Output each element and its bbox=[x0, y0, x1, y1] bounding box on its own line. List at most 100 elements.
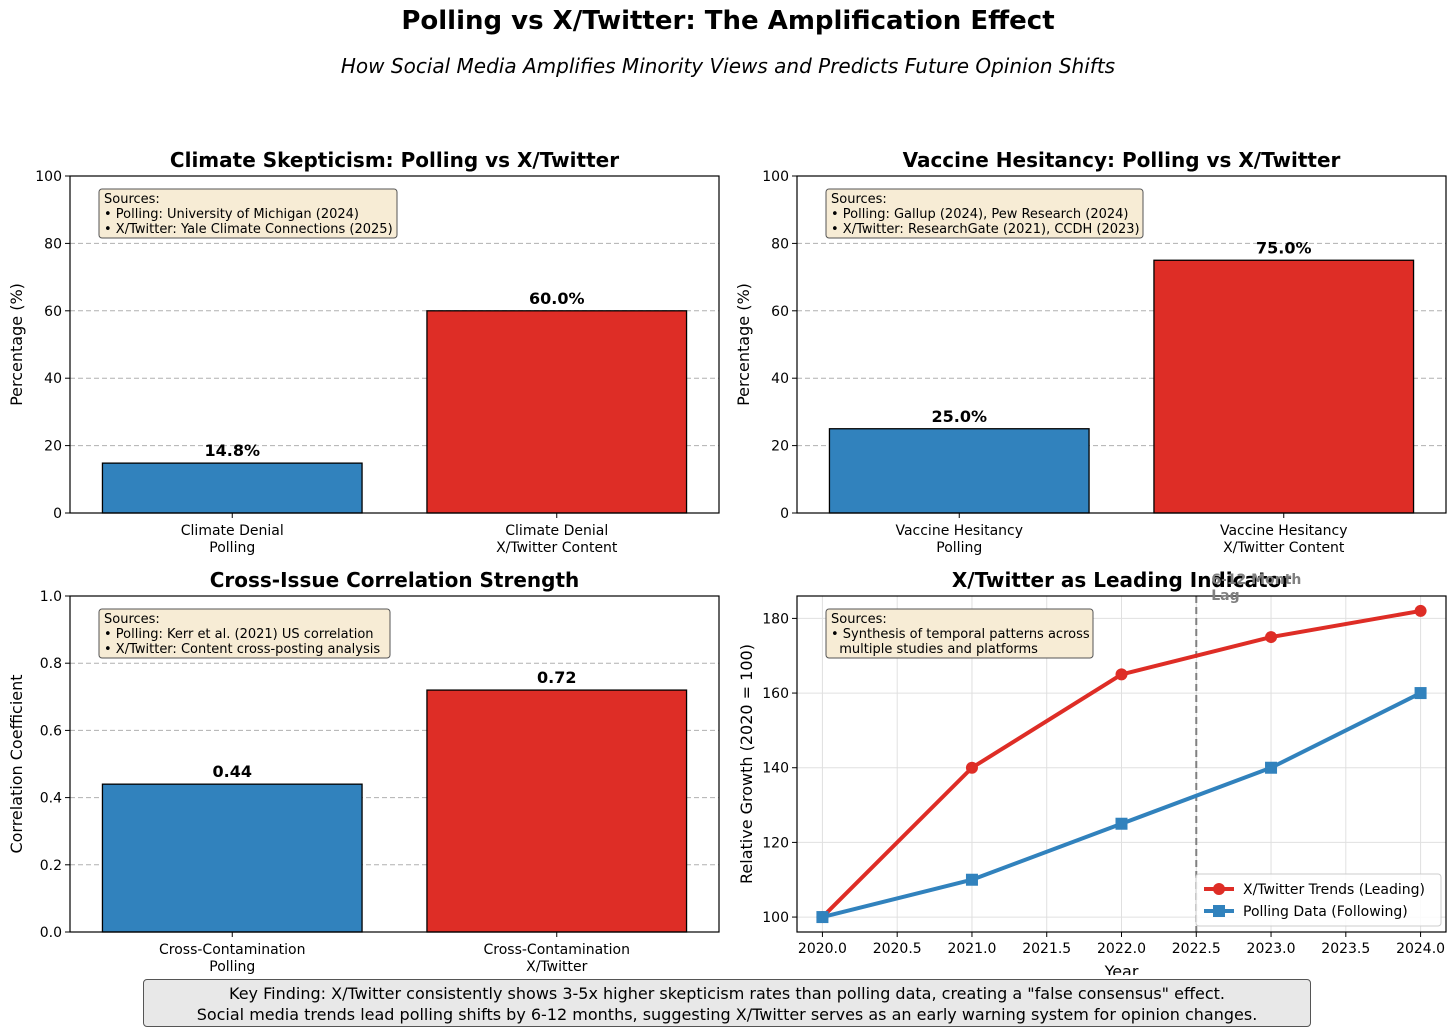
sources-box-line: • X/Twitter: ResearchGate (2021), CCDH (… bbox=[831, 222, 1140, 237]
x-tick-label: X/Twitter Content bbox=[496, 540, 618, 556]
key-finding-box: Key Finding: X/Twitter consistently show… bbox=[143, 979, 1311, 1027]
bar-polling bbox=[101, 462, 363, 514]
y-tick-label: 80 bbox=[771, 236, 789, 252]
y-axis-label: Correlation Coefficient bbox=[7, 674, 26, 853]
sources-box-frame bbox=[98, 608, 391, 659]
sources-box-line: Sources: bbox=[104, 192, 160, 207]
chart-title: Climate Skepticism: Polling vs X/Twitter bbox=[170, 148, 619, 172]
plot-frame bbox=[796, 175, 1447, 514]
y-tick-label: 60 bbox=[771, 304, 789, 320]
y-tick-label: 60 bbox=[44, 304, 62, 320]
legend-label: Polling Data (Following) bbox=[1243, 904, 1408, 920]
x-tick-label: X/Twitter Content bbox=[1223, 540, 1345, 556]
data-point bbox=[1115, 817, 1128, 830]
page-title: Polling vs X/Twitter: The Amplification … bbox=[401, 6, 1055, 36]
chart-panel-3: 0.0 0.2 0.4 0.6 0.8 1.0 0.44 Cross-Contaminatio… bbox=[7, 568, 720, 975]
y-tick-label: 120 bbox=[762, 835, 789, 851]
y-tick-label: 180 bbox=[762, 611, 789, 627]
key-finding-line-1: Key Finding: X/Twitter consistently show… bbox=[229, 984, 1225, 1003]
x-tick-label: Climate Denial bbox=[505, 523, 608, 539]
data-point bbox=[1414, 687, 1427, 700]
y-tick-label: 0.0 bbox=[40, 925, 62, 941]
key-finding-line-2: Social media trends lead polling shifts … bbox=[196, 1005, 1258, 1024]
x-axis-label: Year bbox=[1104, 962, 1139, 975]
x-tick-label: X/Twitter bbox=[526, 959, 587, 975]
chart-panel-4: 2020.0 2020.5 2021.0 2021.5 2022.0 2022.5 2023… bbox=[737, 568, 1447, 975]
x-tick-label: 2023.5 bbox=[1321, 941, 1370, 957]
y-tick-label: 80 bbox=[44, 236, 62, 252]
x-tick-label: 2024.0 bbox=[1396, 941, 1445, 957]
sources-box-line: • X/Twitter: Content cross-posting analy… bbox=[104, 642, 380, 657]
sources-box-frame bbox=[825, 188, 1144, 239]
y-tick-label: 0.2 bbox=[40, 858, 62, 874]
y-tick-label: 0.4 bbox=[40, 791, 62, 807]
sources-box-line: • Polling: Gallup (2024), Pew Research (… bbox=[831, 207, 1128, 222]
x-tick-label: Cross-Contamination bbox=[483, 942, 630, 958]
data-point bbox=[965, 761, 978, 774]
sources-box-line: multiple studies and platforms bbox=[831, 642, 1038, 657]
y-tick-label: 100 bbox=[762, 910, 789, 926]
bar-twitter bbox=[426, 689, 688, 933]
y-tick-label: 20 bbox=[771, 439, 789, 455]
x-tick-label: 2022.5 bbox=[1172, 941, 1221, 957]
data-point bbox=[816, 911, 829, 924]
chart-title: X/Twitter as Leading Indicator bbox=[952, 568, 1291, 592]
sources-box-line: Sources: bbox=[831, 612, 887, 627]
legend-label: X/Twitter Trends (Leading) bbox=[1243, 882, 1425, 898]
x-tick-label: Polling bbox=[936, 540, 982, 556]
y-tick-label: 40 bbox=[771, 371, 789, 387]
y-axis-label: Percentage (%) bbox=[7, 283, 26, 406]
y-tick-label: 0.8 bbox=[40, 656, 62, 672]
x-tick-label: 2021.0 bbox=[947, 941, 996, 957]
sources-box-line: • Polling: University of Michigan (2024) bbox=[104, 207, 359, 222]
legend-marker bbox=[1213, 905, 1225, 917]
bar-value-label: 75.0% bbox=[1256, 238, 1312, 257]
bar-twitter bbox=[426, 310, 688, 514]
sources-box-frame bbox=[825, 608, 1094, 659]
data-point bbox=[1265, 761, 1278, 774]
sources-box-line: Sources: bbox=[831, 192, 887, 207]
sources-box-line: Sources: bbox=[104, 612, 160, 627]
x-tick-label: 2023.0 bbox=[1247, 941, 1296, 957]
data-point bbox=[965, 873, 978, 886]
chart-title: Vaccine Hesitancy: Polling vs X/Twitter bbox=[903, 148, 1341, 172]
bar-polling bbox=[101, 783, 363, 933]
y-tick-label: 100 bbox=[762, 169, 789, 185]
bar-polling bbox=[828, 428, 1090, 514]
chart-title: Cross-Issue Correlation Strength bbox=[210, 568, 580, 592]
y-axis-label: Percentage (%) bbox=[734, 283, 753, 406]
x-tick-label: Polling bbox=[209, 540, 255, 556]
y-tick-label: 40 bbox=[44, 371, 62, 387]
x-tick-label: Vaccine Hesitancy bbox=[895, 523, 1023, 539]
bar-value-label: 25.0% bbox=[931, 407, 987, 426]
y-tick-label: 1.0 bbox=[40, 589, 62, 605]
bar-value-label: 14.8% bbox=[204, 441, 260, 460]
data-point bbox=[1115, 668, 1128, 681]
legend-box bbox=[1195, 873, 1442, 927]
y-tick-label: 140 bbox=[762, 761, 789, 777]
page-subtitle: How Social Media Amplifies Minority View… bbox=[340, 54, 1116, 78]
sources-box-frame bbox=[98, 188, 398, 239]
x-tick-label: 2020.5 bbox=[873, 941, 922, 957]
legend-marker bbox=[1213, 883, 1225, 895]
bar-value-label: 0.44 bbox=[213, 762, 252, 781]
x-tick-label: Cross-Contamination bbox=[159, 942, 306, 958]
bar-value-label: 0.72 bbox=[537, 668, 576, 687]
sources-box-line: • Synthesis of temporal patterns across bbox=[831, 627, 1090, 642]
y-axis-label: Relative Growth (2020 = 100) bbox=[737, 644, 756, 884]
x-tick-label: Climate Denial bbox=[181, 523, 284, 539]
y-tick-label: 0.6 bbox=[40, 723, 62, 739]
plot-frame bbox=[69, 175, 720, 514]
y-tick-label: 20 bbox=[44, 439, 62, 455]
x-tick-label: Vaccine Hesitancy bbox=[1220, 523, 1348, 539]
bar-twitter bbox=[1153, 259, 1415, 514]
y-tick-label: 160 bbox=[762, 686, 789, 702]
y-tick-label: 0 bbox=[780, 506, 789, 522]
data-point bbox=[1414, 604, 1427, 617]
y-tick-label: 100 bbox=[35, 169, 62, 185]
plot-frame bbox=[69, 595, 720, 933]
sources-box-line: • X/Twitter: Yale Climate Connections (2… bbox=[104, 222, 393, 237]
lag-annotation: 6-12 Month bbox=[1211, 572, 1301, 588]
